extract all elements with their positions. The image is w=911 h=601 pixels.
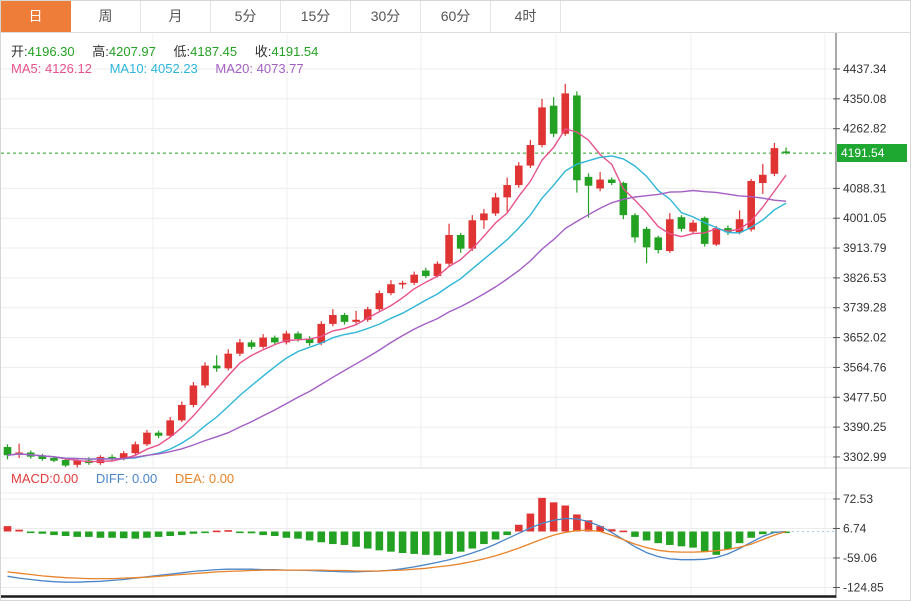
ma5-label: MA5:: [11, 61, 42, 76]
macd-value: 0.00: [52, 471, 79, 486]
y-axis-label: 4262.82: [843, 122, 887, 136]
timeframe-tabbar: 日 周 月 5分 15分 30分 60分 4时: [1, 1, 910, 33]
candlestick-chart-canvas[interactable]: 4437.34 4350.08 4262.82 4088.31 4001.05 3913.…: [1, 33, 910, 600]
y-axis-label: 3477.50: [843, 390, 887, 404]
macd-axis-label: 6.74: [843, 521, 867, 535]
macd-axis-label: -124.85: [843, 580, 884, 594]
ohlc-readout: 开:4196.30 高:4207.97 低:4187.45 收:4191.54: [11, 41, 318, 60]
ma20-value: 4073.77: [256, 61, 304, 76]
dea-value: 0.00: [208, 471, 235, 486]
ma10-label: MA10:: [109, 61, 148, 76]
diff-value: 0.00: [131, 471, 158, 486]
y-axis-label: 3826.53: [843, 271, 887, 285]
macd-axis-label: 72.53: [843, 492, 873, 506]
y-axis-label: 4350.08: [843, 92, 887, 106]
tab-60min[interactable]: 60分: [421, 1, 491, 32]
macd-axis-label: -59.06: [843, 551, 877, 565]
y-axis-label: 3739.28: [843, 301, 887, 315]
chart-area[interactable]: 4437.34 4350.08 4262.82 4088.31 4001.05 3913.…: [1, 33, 910, 600]
close-value: 4191.54: [271, 44, 319, 59]
open-value: 4196.30: [27, 44, 75, 59]
y-axis-label: 3913.79: [843, 241, 887, 255]
macd-label: MACD:: [11, 471, 53, 486]
low-value: 4187.45: [190, 44, 238, 59]
y-axis-label: 4088.31: [843, 181, 887, 195]
ma-readout: MA5: 4126.12 MA10: 4052.23 MA20: 4073.77: [11, 61, 304, 76]
ma20-label: MA20:: [215, 61, 253, 76]
ma10-value: 4052.23: [150, 61, 198, 76]
high-label: 高:: [92, 44, 109, 59]
high-value: 4207.97: [108, 44, 156, 59]
y-axis-label: 3652.02: [843, 331, 887, 345]
y-axis-label: 3302.99: [843, 450, 887, 464]
tab-30min[interactable]: 30分: [351, 1, 421, 32]
ma5-value: 4126.12: [44, 61, 92, 76]
tab-4hour[interactable]: 4时: [491, 1, 561, 32]
macd-readout: MACD:0.00 DIFF: 0.00 DEA: 0.00: [11, 471, 234, 486]
dea-label: DEA:: [174, 471, 206, 486]
diff-label: DIFF:: [95, 471, 129, 486]
close-label: 收:: [254, 44, 272, 59]
tab-day[interactable]: 日: [1, 1, 71, 32]
tab-15min[interactable]: 15分: [281, 1, 351, 32]
y-axis-label: 3390.25: [843, 420, 887, 434]
y-axis-label: 4437.34: [843, 62, 887, 76]
tab-week[interactable]: 周: [71, 1, 141, 32]
open-label: 开:: [11, 44, 28, 59]
y-axis-label: 4001.05: [843, 211, 887, 225]
low-label: 低:: [173, 44, 191, 59]
current-price-tag: 4191.54: [837, 144, 907, 163]
y-axis-label: 3564.76: [843, 360, 887, 374]
tab-month[interactable]: 月: [141, 1, 211, 32]
tab-5min[interactable]: 5分: [211, 1, 281, 32]
